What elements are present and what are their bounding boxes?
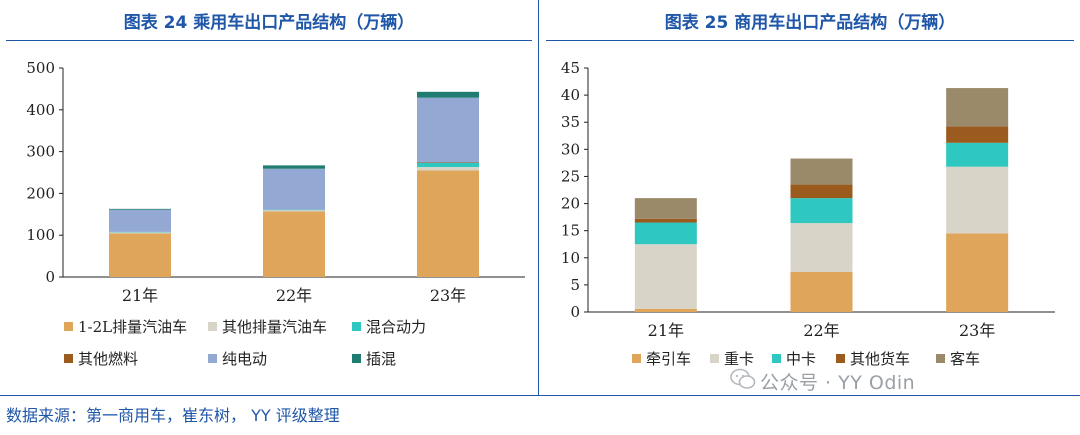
x-tick-label: 22年: [276, 286, 312, 305]
panel-divider: [538, 0, 539, 395]
bar-segment: [946, 166, 1009, 234]
bar-segment: [790, 184, 853, 199]
bar-segment: [263, 209, 325, 211]
legend-swatch: [836, 354, 845, 363]
x-tick-label: 23年: [430, 286, 466, 305]
bar-segment: [417, 162, 479, 168]
legend-label: 其他货车: [850, 350, 910, 368]
bar-segment: [946, 233, 1009, 312]
x-tick-label: 23年: [959, 321, 995, 340]
y-tick-label: 35: [561, 113, 580, 131]
data-source-note: 数据来源：第一商用车，崔东树， YY 评级整理: [6, 406, 340, 425]
bar-segment: [946, 142, 1009, 167]
y-tick-label: 30: [561, 140, 580, 158]
legend-swatch: [710, 354, 719, 363]
legend-swatch: [936, 354, 945, 363]
bar-segment: [790, 158, 853, 185]
x-tick-label: 22年: [803, 321, 839, 340]
bar-segment: [790, 271, 853, 312]
y-tick-label: 5: [570, 276, 580, 294]
y-tick-label: 25: [561, 167, 580, 185]
y-tick-label: 300: [26, 143, 55, 161]
bar-segment: [109, 209, 171, 232]
y-tick-label: 100: [26, 226, 55, 244]
passenger-car-export-chart: 0 100 200 300 400 500 21年 22年 23年 1-2L排量汽油车 其他排量汽油…: [26, 59, 525, 368]
x-tick-label: 21年: [648, 321, 684, 340]
legend-swatch: [208, 322, 217, 331]
bar-segment: [417, 170, 479, 277]
bar-segment: [417, 162, 479, 163]
legend-swatch: [352, 354, 361, 363]
bar-segment: [263, 210, 325, 212]
bar-segment: [790, 198, 853, 224]
bar-segment: [634, 308, 697, 312]
legend-label: 混合动力: [366, 318, 426, 336]
right-chart-title: 图表 25 商用车出口产品结构（万辆）: [664, 13, 956, 33]
bar-segment: [109, 231, 171, 233]
y-tick-label: 200: [26, 184, 55, 202]
legend-label: 插混: [366, 350, 396, 368]
bar-segment: [634, 198, 697, 219]
bar-segment: [263, 168, 325, 210]
bar-segment: [109, 208, 171, 210]
legend-swatch: [632, 354, 641, 363]
wechat-icon: [730, 368, 756, 389]
y-tick-label: 0: [45, 268, 55, 286]
legend-label: 客车: [950, 350, 980, 368]
bar-segment: [946, 88, 1009, 127]
legend-label: 纯电动: [222, 350, 267, 368]
legend-label: 牵引车: [646, 350, 691, 368]
legend-label: 1-2L排量汽油车: [78, 318, 187, 336]
y-tick-label: 40: [561, 86, 580, 104]
bar-segment: [263, 165, 325, 169]
legend-swatch: [772, 354, 781, 363]
bar-segment: [946, 126, 1009, 143]
bar-segment: [417, 167, 479, 171]
right-title-underline: [546, 40, 1074, 41]
bar-segment: [263, 211, 325, 277]
bar-segment: [634, 244, 697, 309]
legend-label: 其他排量汽油车: [222, 318, 327, 336]
footer-divider: [0, 395, 1080, 396]
bar-segment: [109, 233, 171, 277]
legend-swatch: [64, 354, 73, 363]
bar-segment: [109, 232, 171, 234]
bar-segment: [634, 218, 697, 223]
y-tick-label: 0: [570, 303, 580, 321]
bar-segment: [417, 97, 479, 163]
watermark-text: 公众号 · YY Odin: [760, 372, 916, 394]
y-tick-label: 15: [561, 222, 580, 240]
legend-label: 重卡: [724, 350, 754, 368]
legend-label: 其他燃料: [78, 350, 138, 368]
legend-swatch: [64, 322, 73, 331]
y-tick-label: 45: [561, 59, 580, 77]
x-tick-label: 21年: [122, 286, 158, 305]
legend-swatch: [208, 354, 217, 363]
y-tick-label: 400: [26, 101, 55, 119]
left-chart-title: 图表 24 乘用车出口产品结构（万辆）: [123, 13, 415, 33]
bar-segment: [790, 223, 853, 272]
left-title-underline: [6, 40, 532, 41]
legend-label: 中卡: [786, 350, 816, 368]
y-tick-label: 500: [26, 59, 55, 77]
y-tick-label: 10: [561, 249, 580, 267]
y-tick-label: 20: [561, 195, 580, 213]
bar-segment: [634, 222, 697, 245]
bar-segment: [417, 91, 479, 98]
legend-swatch: [352, 322, 361, 331]
